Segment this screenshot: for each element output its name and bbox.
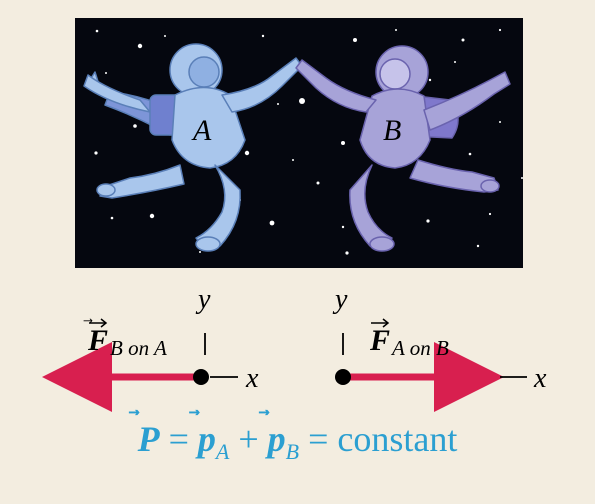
momentum-a-vector: ⃗p	[198, 419, 216, 459]
force-b-on-a-subscript: B on A	[110, 336, 167, 360]
left-x-axis-label: x	[245, 363, 259, 394]
force-diagram-left: y x ⃗ F B on A	[42, 284, 259, 412]
right-y-axis-label: y	[332, 284, 348, 315]
constant-word: constant	[337, 419, 458, 459]
momentum-equation: ⃗P = ⃗pA + ⃗pB = constant	[0, 418, 595, 465]
astronaut-b-label: B	[383, 114, 401, 147]
total-momentum-vector: ⃗P	[138, 419, 160, 459]
astronaut-a	[83, 43, 303, 252]
momentum-a-symbol: p	[197, 419, 216, 459]
force-b-on-a-symbol: F	[87, 324, 108, 357]
equals-sign-2: =	[308, 419, 329, 459]
right-origin-dot	[335, 369, 351, 385]
astronaut-a-label: A	[191, 114, 212, 147]
astronaut-b	[295, 45, 511, 252]
left-origin-dot	[193, 369, 209, 385]
force-diagram-right: y x F A on B	[332, 284, 547, 412]
space-panel	[75, 18, 523, 268]
momentum-b-subscript: B	[285, 439, 300, 465]
equals-sign-1: =	[168, 419, 189, 459]
force-a-on-b-symbol: F	[369, 324, 390, 357]
left-y-axis-label: y	[195, 284, 211, 315]
plus-sign: +	[238, 419, 259, 459]
arrow-mark-left-head	[100, 318, 108, 328]
total-momentum-symbol: P	[137, 419, 160, 459]
momentum-b-vector: ⃗p	[268, 419, 286, 459]
right-x-axis-label: x	[533, 363, 547, 394]
arrow-mark-right-head	[382, 318, 390, 328]
force-a-on-b-subscript: A on B	[390, 336, 449, 360]
momentum-a-subscript: A	[215, 439, 230, 465]
momentum-b-symbol: p	[267, 419, 286, 459]
star-field	[94, 28, 523, 255]
